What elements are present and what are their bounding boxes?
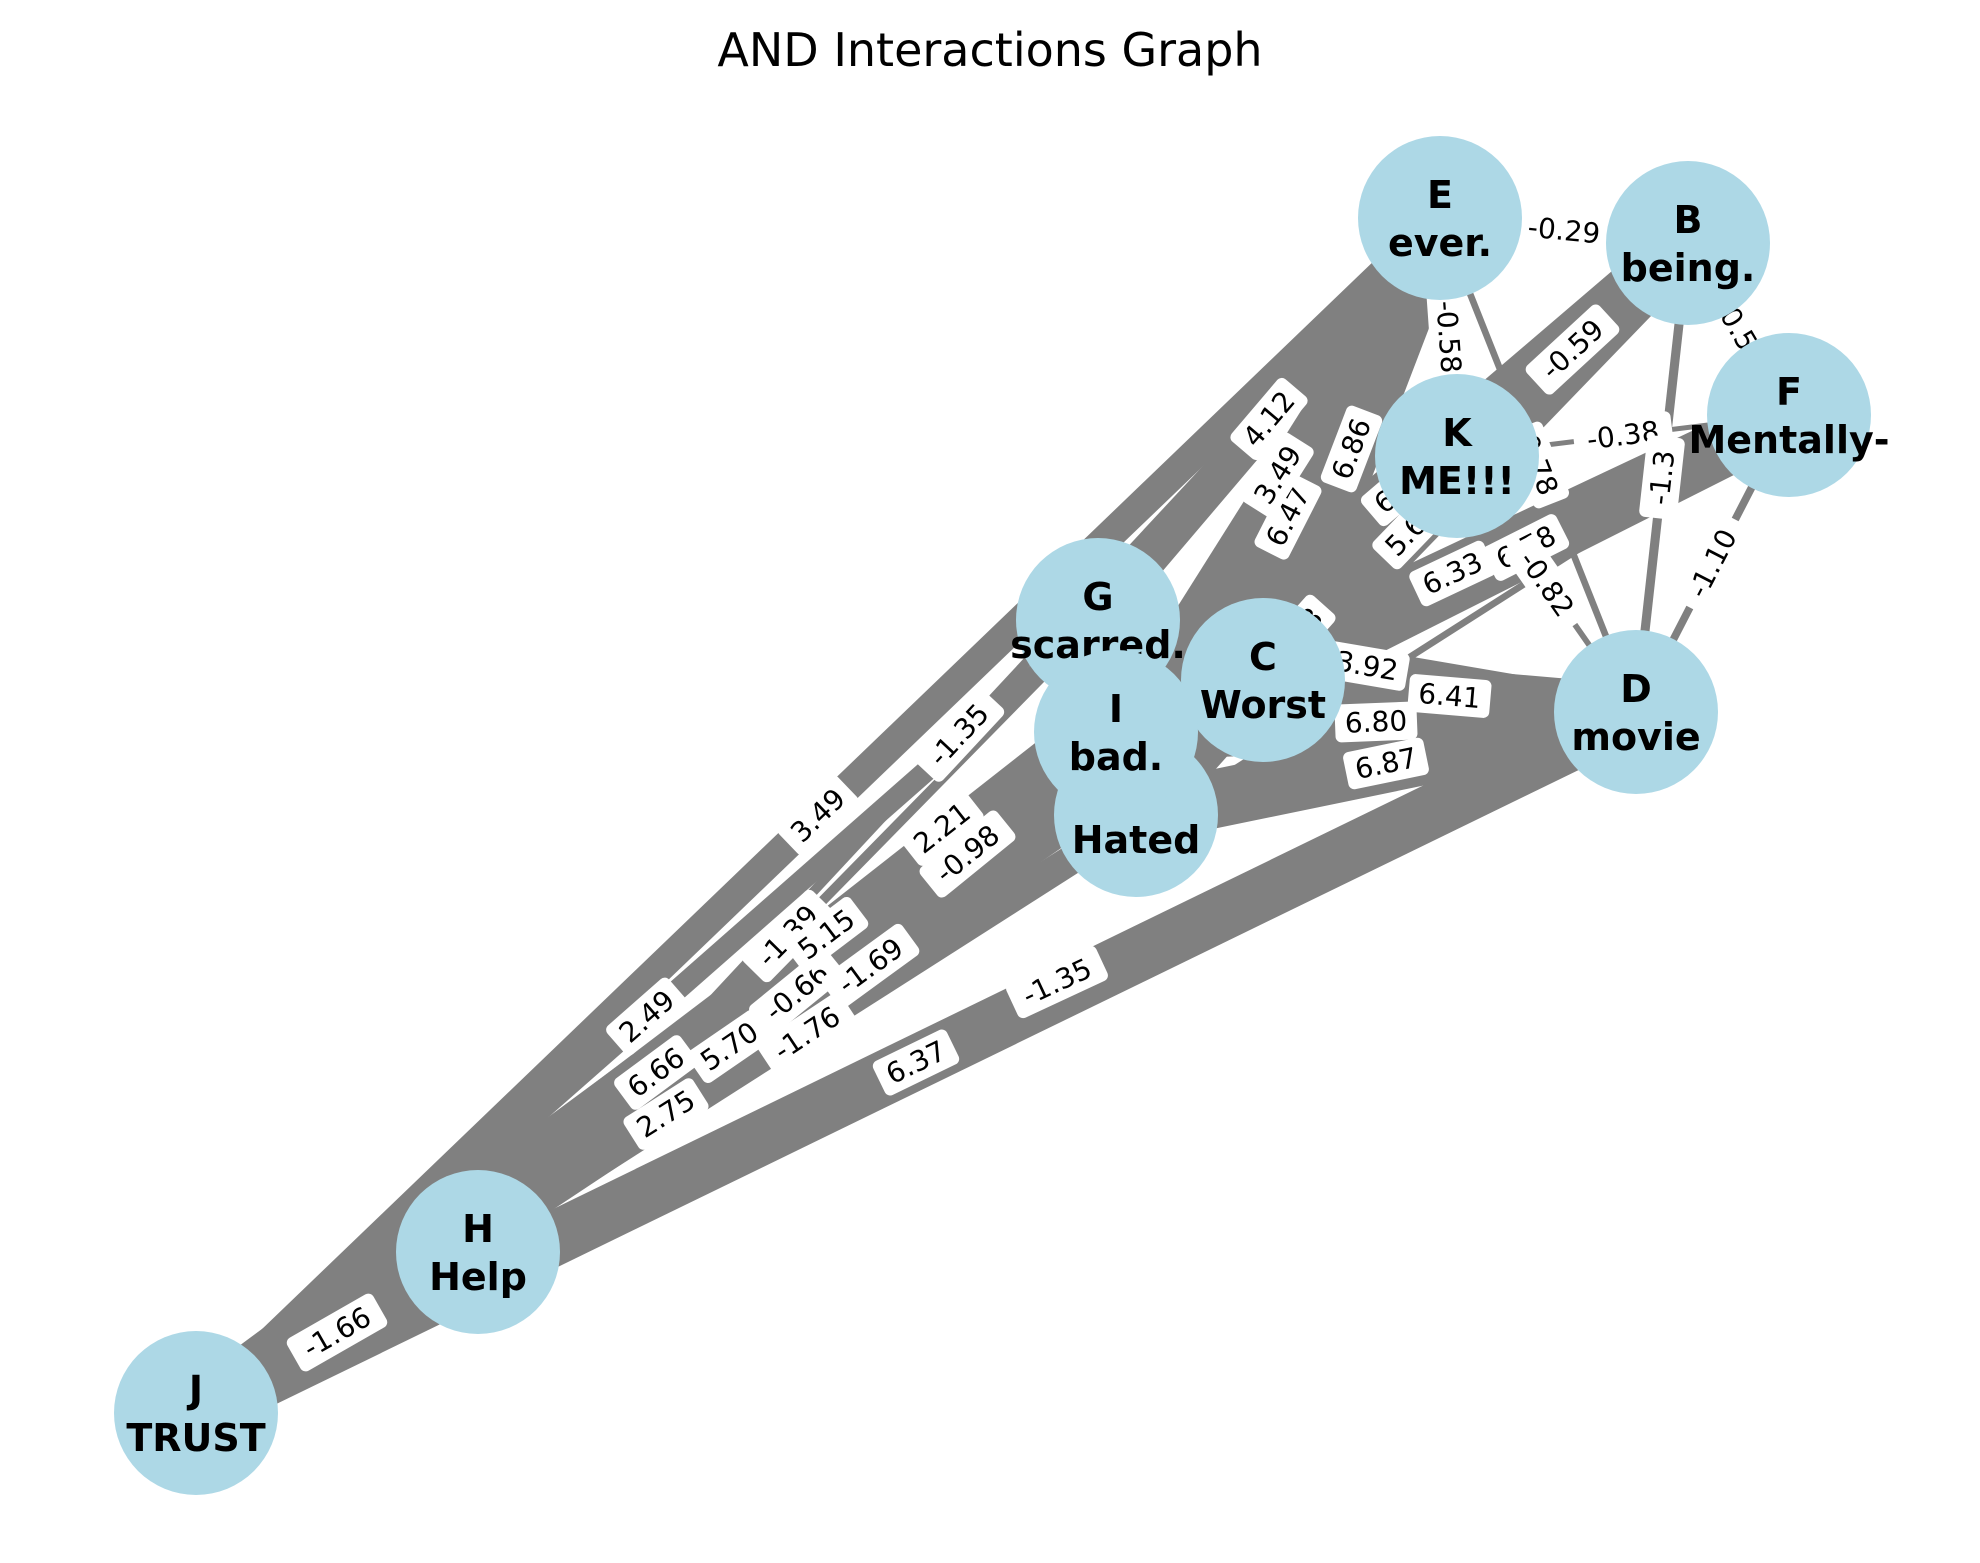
edge-label: -0.29 <box>1526 210 1601 250</box>
edge-label-background <box>1242 432 1314 518</box>
node-id-label: J <box>186 1368 203 1412</box>
node-circle <box>1375 374 1539 538</box>
node-id-label: C <box>1249 635 1277 679</box>
edge-label-group: -1.3 <box>1639 435 1685 520</box>
edge-label-background <box>1426 286 1471 388</box>
edge-label-background <box>623 1078 709 1150</box>
edge-label-background <box>1407 674 1492 718</box>
edge-label-background <box>1513 207 1615 254</box>
edge-label-group: 6.80 <box>1334 701 1418 743</box>
edge-label-background <box>742 889 834 983</box>
edge-label-background <box>687 1009 772 1084</box>
edge-label-group: 6.41 <box>1407 674 1492 718</box>
edge-label-background <box>1320 405 1383 493</box>
nodes-layer: AHatedBbeing.CWorstDmovieEever.FMentally… <box>114 136 1890 1495</box>
node-word-label: movie <box>1571 715 1700 759</box>
edge-label-background <box>606 977 688 1056</box>
node-word-label: being. <box>1621 246 1756 290</box>
edge-label-group: 3.49 <box>777 775 859 856</box>
edge-label-background <box>900 790 984 866</box>
node-word-label: TRUST <box>126 1416 265 1460</box>
edge-label: -1.10 <box>1681 524 1744 604</box>
edge-label-background <box>872 1029 960 1096</box>
node-word-label: ME!!! <box>1399 459 1515 503</box>
edge-label-background <box>919 810 1016 898</box>
edge-label: 6.80 <box>1344 704 1408 739</box>
node-id-label: I <box>1109 687 1123 731</box>
edge-label: -0.58 <box>1429 300 1467 375</box>
edge-label-group: 2.21 <box>900 790 984 866</box>
node-id-label: D <box>1620 667 1652 711</box>
node-id-label: G <box>1082 575 1113 619</box>
edge-label-background <box>1006 945 1108 1019</box>
node-circle <box>1034 650 1198 814</box>
edge-label-background <box>784 896 869 973</box>
edge-label-background <box>1504 534 1589 634</box>
node-word-label: Help <box>429 1255 527 1299</box>
edge-label: 6.41 <box>1417 677 1482 715</box>
node-word-label: Mentally- <box>1688 418 1889 462</box>
edge-label-background <box>1343 737 1429 790</box>
edge-label-background <box>614 1035 698 1110</box>
node-word-label: ever. <box>1388 221 1492 265</box>
node-circle <box>1707 333 1871 497</box>
node-id-label: H <box>462 1207 494 1251</box>
edge-label: -1.3 <box>1643 449 1682 507</box>
edge-label-background <box>749 948 845 1036</box>
node-word-label: Worst <box>1200 683 1326 727</box>
edge-label-background <box>286 1293 388 1372</box>
edge-label-background <box>757 992 857 1075</box>
node-circle <box>1358 136 1522 300</box>
node-id-label: F <box>1776 370 1802 414</box>
node-circle <box>1554 630 1718 794</box>
node-word-label: Hated <box>1072 818 1201 862</box>
edge-label-background <box>1334 701 1418 743</box>
edge-label-background <box>821 923 920 1009</box>
edge-label-group: -0.29 <box>1513 207 1615 254</box>
edge-label-background <box>1230 377 1308 461</box>
node-circle <box>1181 598 1345 762</box>
node-K: KME!!! <box>1375 374 1539 538</box>
node-circle <box>1606 161 1770 325</box>
node-word-label: bad. <box>1069 735 1163 779</box>
edge-label-background <box>1409 540 1496 607</box>
edge-label-group: -0.58 <box>1426 286 1471 388</box>
node-circle <box>114 1331 278 1495</box>
edge-label-background <box>777 775 859 856</box>
node-id-label: E <box>1427 173 1453 217</box>
edge-label-background <box>913 688 1005 782</box>
edge-label-background <box>1639 435 1685 520</box>
edge-label-background <box>1675 512 1750 615</box>
edge-label-background <box>1525 304 1620 395</box>
node-id-label: K <box>1442 411 1473 455</box>
node-id-label: B <box>1674 198 1703 242</box>
edge-label-background <box>1254 473 1322 560</box>
edge-label-background <box>1324 641 1410 691</box>
edge-label-group: -1.10 <box>1675 512 1750 615</box>
node-circle <box>396 1170 560 1334</box>
graph-title: AND Interactions Graph <box>717 23 1262 77</box>
